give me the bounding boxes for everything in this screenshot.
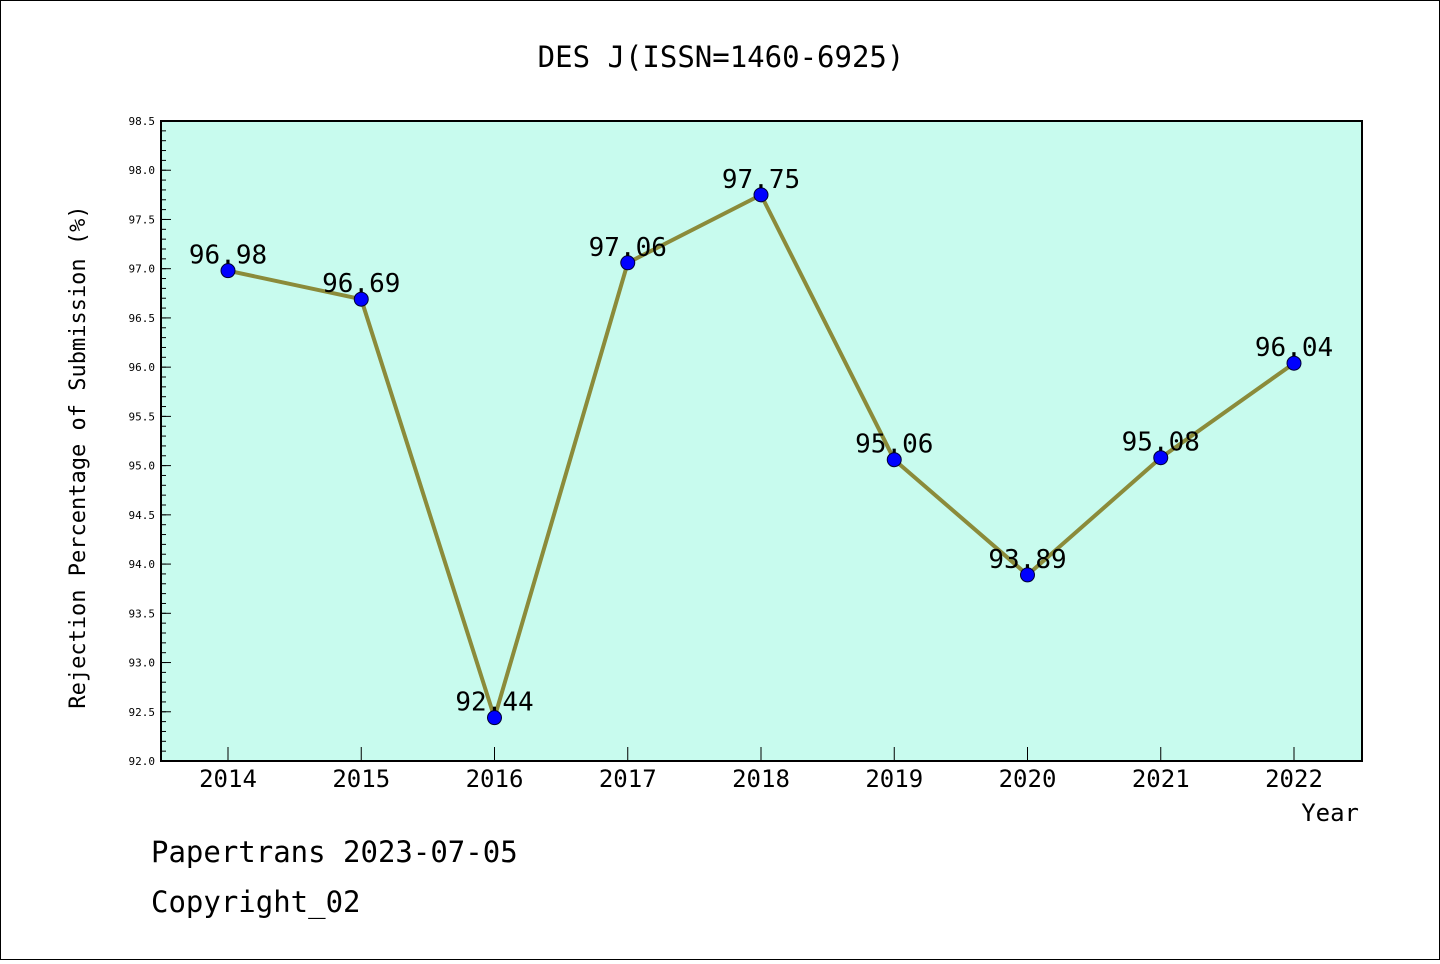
y-tick-label: 98.5 (129, 115, 156, 128)
y-tick-label: 95.0 (129, 460, 156, 473)
data-point (1020, 567, 1035, 583)
data-label: 92.44 (455, 688, 533, 718)
x-tick-label: 2019 (865, 765, 923, 793)
data-label: 97.06 (589, 233, 667, 263)
y-axis-label: Rejection Percentage of Submission (%) (66, 205, 91, 708)
y-tick-label: 93.5 (129, 607, 156, 620)
data-point (220, 263, 236, 279)
x-tick-label: 2017 (599, 765, 657, 793)
x-tick-label: 2021 (1132, 765, 1190, 793)
data-point (1286, 355, 1302, 371)
footer-copyright-label: Copyright_02 (151, 885, 361, 919)
data-point (753, 187, 769, 203)
x-tick-label: 2015 (332, 765, 390, 793)
data-label: 95.08 (1122, 428, 1200, 458)
x-tick-label: 2022 (1265, 765, 1323, 793)
data-point (620, 255, 636, 271)
data-label: 96.69 (322, 269, 400, 299)
x-tick-label: 2016 (466, 765, 524, 793)
footer-date-label: Papertrans 2023-07-05 (151, 835, 518, 869)
plot-area (160, 120, 1363, 762)
y-tick-label: 95.5 (129, 410, 156, 423)
series-layer: 96.98 96.69 92.44 97.06 97.75 95.06 93.89 95.08… (189, 165, 1333, 726)
y-tick-label: 93.0 (129, 657, 156, 670)
x-tick-label: 2014 (199, 765, 257, 793)
y-tick-label: 97.0 (129, 263, 156, 276)
data-point (886, 452, 902, 468)
x-tick-label: 2018 (732, 765, 790, 793)
data-label: 96.04 (1255, 333, 1333, 363)
x-axis-ticks: 2014 2015 2016 2017 2018 2019 2020 2021 2022 (199, 747, 1323, 793)
y-tick-label: 98.0 (129, 164, 156, 177)
data-label: 93.89 (988, 545, 1066, 575)
y-tick-label: 94.0 (129, 558, 156, 571)
data-label: 97.75 (722, 165, 800, 195)
data-point (487, 710, 502, 726)
chart-title: DES J(ISSN=1460-6925) (538, 40, 905, 74)
data-label: 95.06 (855, 430, 933, 460)
y-tick-label: 97.5 (129, 213, 156, 226)
data-point (1153, 450, 1169, 466)
x-axis-label: Year (1301, 799, 1359, 827)
y-tick-label: 92.0 (129, 755, 156, 768)
data-point (353, 291, 369, 307)
y-tick-label: 96.5 (129, 312, 156, 325)
data-label: 96.98 (189, 241, 267, 271)
y-tick-label: 92.5 (129, 706, 156, 719)
y-tick-label: 94.5 (129, 509, 156, 522)
x-tick-label: 2020 (999, 765, 1057, 793)
y-axis-ticks: 92.0 92.5 93.0 93.5 94.0 94.5 95.0 95.5 96.0 96.5… (129, 115, 171, 768)
y-tick-label: 96.0 (129, 361, 156, 374)
